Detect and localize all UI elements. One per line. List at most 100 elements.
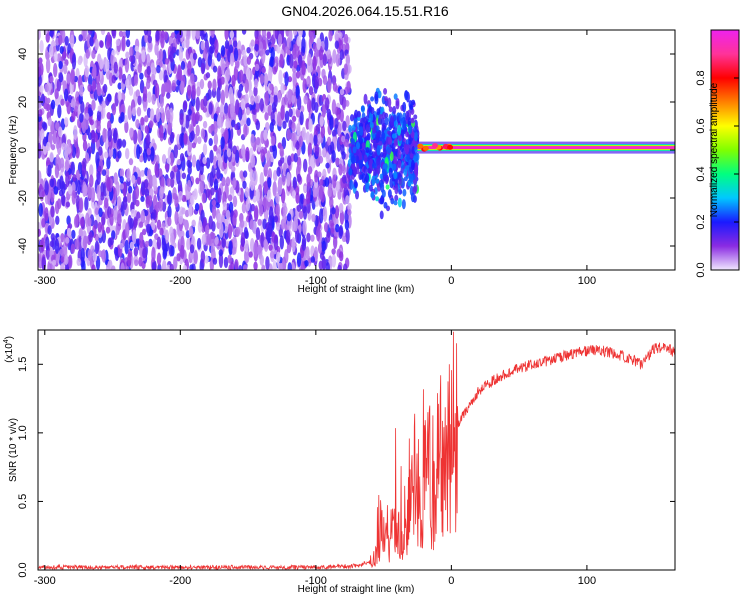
- spectrogram-noise-mark: [146, 65, 151, 76]
- spectrogram-noise-mark: [200, 173, 205, 182]
- spectrogram-noise-mark: [80, 247, 85, 263]
- spectrogram-noise-mark: [345, 228, 350, 245]
- spectrogram-noise-mark: [149, 108, 155, 121]
- spectrogram-noise-mark: [264, 91, 269, 106]
- spectrogram-noise-mark: [179, 133, 184, 147]
- spectrogram-noise-mark: [38, 202, 43, 217]
- spectrogram-noise-mark: [308, 85, 314, 96]
- spectrogram-noise-mark: [239, 69, 244, 82]
- spectrogram-noise-mark: [305, 191, 311, 205]
- spectrogram-transition-mark: [413, 126, 418, 133]
- spectrogram-noise-mark: [71, 181, 76, 194]
- spectrogram-noise-mark: [339, 251, 344, 262]
- spectrogram-transition-mark: [402, 101, 407, 113]
- spectrogram-noise-mark: [292, 44, 297, 60]
- spectrogram-noise-mark: [145, 195, 150, 209]
- spectrogram-noise-mark: [138, 221, 144, 228]
- spectrogram-noise-mark: [202, 156, 207, 165]
- spectrogram-noise-mark: [193, 188, 198, 200]
- spectrogram-transition-mark: [376, 108, 381, 116]
- figure-title: GN04.2026.064.15.51.R16: [281, 3, 449, 19]
- spectrogram-noise-mark: [89, 164, 94, 177]
- spectrogram-transition-mark: [371, 162, 376, 169]
- spectrogram-noise-mark: [217, 187, 222, 204]
- colorbar-tick-label: 0.4: [695, 166, 707, 181]
- spectrogram-noise-mark: [259, 254, 265, 266]
- spectrogram-noise-mark: [137, 62, 142, 74]
- spectrogram-noise-mark: [289, 53, 294, 69]
- spectrogram-noise-mark: [122, 181, 127, 197]
- spectrogram-noise-mark: [278, 69, 283, 85]
- spectrogram-noise-mark: [291, 115, 297, 122]
- spectrogram-noise-mark: [60, 263, 65, 270]
- spectrogram-noise-mark: [342, 120, 347, 132]
- spectrogram-noise-mark: [341, 150, 346, 160]
- spectrogram-transition-mark: [409, 104, 414, 110]
- spectrogram-noise-mark: [218, 249, 223, 257]
- spectrogram-noise-mark: [265, 49, 270, 56]
- spectrogram-noise-mark: [129, 241, 135, 250]
- spectrogram-noise-mark: [98, 146, 103, 156]
- spectrogram-noise-mark: [79, 112, 84, 123]
- spectrogram-noise-mark: [263, 73, 269, 87]
- spectrogram-noise-mark: [63, 88, 69, 102]
- spectrogram-noise-mark: [224, 39, 230, 50]
- spectrogram-noise-mark: [134, 45, 140, 52]
- spectrogram-noise-mark: [324, 36, 329, 52]
- spectrogram-noise-mark: [145, 79, 151, 90]
- spectrogram-noise-mark: [273, 85, 278, 96]
- spectrogram-transition-mark: [376, 164, 381, 175]
- spectrogram-noise-mark: [253, 261, 258, 270]
- spectrogram-transition-mark: [375, 125, 380, 132]
- spectrogram-transition-mark: [369, 121, 374, 129]
- spectrogram-noise-mark: [263, 180, 268, 195]
- spectrogram-noise-mark: [345, 115, 350, 128]
- spectrogram-noise-mark: [324, 97, 330, 111]
- spectrogram-transition-mark: [410, 108, 415, 115]
- spectrogram-noise-mark: [343, 33, 349, 44]
- spectrogram-noise-mark: [145, 223, 151, 233]
- spectrogram-noise-mark: [152, 209, 157, 221]
- spectrogram-noise-mark: [216, 106, 221, 114]
- spectrogram-noise-mark: [246, 117, 251, 127]
- spectrogram-noise-mark: [231, 119, 236, 128]
- spectrogram-noise-mark: [250, 154, 256, 168]
- spectrogram-noise-mark: [191, 142, 197, 149]
- spectrogram-transition-mark: [388, 167, 393, 179]
- spectrogram-noise-mark: [56, 198, 62, 210]
- spectrogram-noise-mark: [213, 120, 218, 134]
- spectrogram-transition-mark: [402, 188, 407, 197]
- spectrogram-noise-mark: [259, 98, 264, 112]
- spectrogram-noise-mark: [341, 164, 347, 175]
- spectrogram-noise-mark: [169, 151, 174, 167]
- spectrogram-noise-mark: [269, 56, 274, 68]
- spectrogram-noise-mark: [197, 56, 203, 68]
- spectrogram-noise-mark: [112, 129, 118, 144]
- spectrogram-noise-mark: [158, 196, 164, 212]
- snr-x-tick-label: 0: [448, 575, 454, 587]
- spectrogram-transition-mark: [397, 197, 402, 208]
- spectrogram-x-tick-label: -300: [34, 275, 56, 287]
- spectrogram-noise-mark: [61, 181, 66, 195]
- spectrogram-transition-mark: [368, 149, 373, 156]
- spectrogram-noise-mark: [213, 133, 219, 146]
- spectrogram-noise-mark: [134, 185, 140, 200]
- spectrogram-noise-mark: [127, 185, 133, 194]
- spectrogram-noise-mark: [160, 34, 165, 49]
- spectrogram-noise-mark: [208, 102, 213, 115]
- spectrogram-transition-mark: [371, 175, 376, 186]
- spectrogram-noise-mark: [255, 120, 261, 131]
- spectrogram-noise-mark: [303, 94, 308, 105]
- spectrogram-noise-mark: [172, 192, 177, 200]
- spectrogram-noise-mark: [196, 86, 201, 97]
- spectrogram-noise-mark: [64, 254, 69, 266]
- spectrogram-noise-mark: [286, 213, 292, 222]
- spectrogram-noise-mark: [113, 246, 119, 256]
- spectrogram-noise-mark: [262, 218, 267, 230]
- spectrogram-noise-mark: [304, 259, 309, 267]
- spectrogram-noise-mark: [63, 63, 68, 75]
- spectrogram-noise-mark: [107, 93, 112, 103]
- spectrogram-noise-mark: [141, 228, 147, 236]
- spectrogram-y-tick-label: 20: [17, 96, 29, 108]
- spectrogram-noise-mark: [339, 49, 345, 61]
